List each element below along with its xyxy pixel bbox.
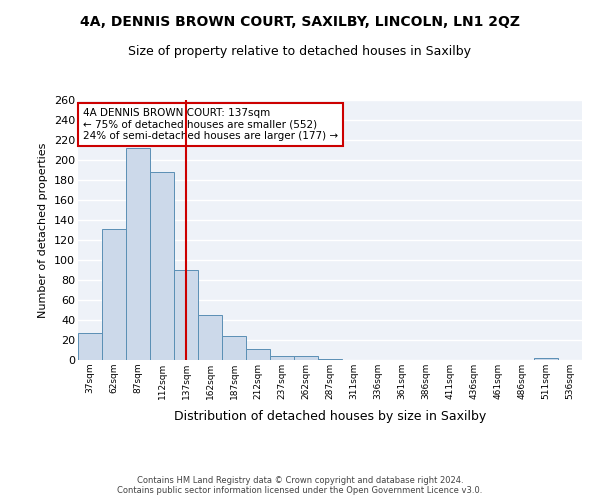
Bar [126,148,150,360]
Text: Size of property relative to detached houses in Saxilby: Size of property relative to detached ho… [128,45,472,58]
Bar [294,356,318,360]
Bar [246,349,270,360]
X-axis label: Distribution of detached houses by size in Saxilby: Distribution of detached houses by size … [174,410,486,424]
Bar [150,172,174,360]
Bar [222,336,246,360]
Text: Contains HM Land Registry data © Crown copyright and database right 2024.
Contai: Contains HM Land Registry data © Crown c… [118,476,482,495]
Text: 4A, DENNIS BROWN COURT, SAXILBY, LINCOLN, LN1 2QZ: 4A, DENNIS BROWN COURT, SAXILBY, LINCOLN… [80,15,520,29]
Bar [534,358,558,360]
Bar [102,229,126,360]
Text: 4A DENNIS BROWN COURT: 137sqm
← 75% of detached houses are smaller (552)
24% of : 4A DENNIS BROWN COURT: 137sqm ← 75% of d… [83,108,338,141]
Bar [318,359,342,360]
Bar [174,270,198,360]
Bar [198,315,222,360]
Bar [78,333,102,360]
Y-axis label: Number of detached properties: Number of detached properties [38,142,49,318]
Bar [270,356,294,360]
